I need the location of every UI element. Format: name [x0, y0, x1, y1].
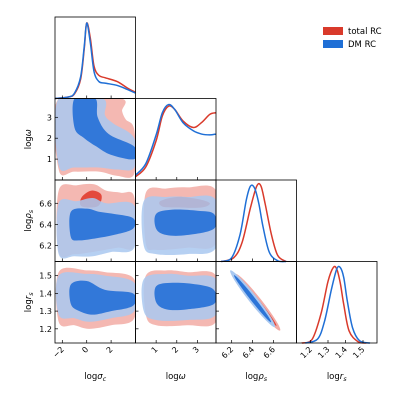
marginal-line-dm-rc-rs — [305, 265, 371, 344]
tick-label-y-rho: 6.4 — [39, 220, 52, 229]
region-dm-rc-inner-rs-vs-omega — [154, 282, 216, 311]
axis-label-x-rho: logρs — [245, 372, 267, 383]
tick-label-x-rs: 1.2 — [299, 345, 314, 360]
region-dm-rc-inner-rho-vs-omega — [154, 209, 216, 236]
tick-label-y-omega: 2 — [47, 134, 52, 143]
tick-label-y-rs: 1.3 — [39, 307, 52, 316]
tick-label-x-rho: 6.2 — [220, 345, 235, 360]
panel-rs-vs-sigma — [55, 267, 136, 329]
tick-label-y-omega: 1 — [47, 155, 52, 164]
region-dm-rc-inner-rs-vs-rho — [233, 275, 272, 323]
tick-label-y-rs: 1.5 — [39, 272, 52, 281]
marginal-line-dm-rc-rho — [220, 184, 287, 263]
legend-swatch-dm-rc — [323, 40, 343, 48]
marginal-line-dm-rc-omega — [134, 103, 217, 176]
legend: total RC DM RC — [323, 27, 382, 50]
tick-label-y-rho: 6.2 — [39, 242, 52, 251]
tick-label-x-sigma: 2 — [105, 345, 115, 355]
tick-label-y-rs: 1.4 — [39, 289, 52, 298]
region-dm-rc-inner-omega-vs-sigma — [72, 98, 136, 160]
axis-label-x-sigma: logσc — [84, 372, 106, 383]
marginal-rs — [301, 265, 371, 344]
panel-rs-vs-omega — [141, 270, 216, 327]
tick-label-x-omega: 2 — [170, 345, 180, 355]
marginal-rho — [220, 182, 287, 263]
tick-label-x-rho: 6.6 — [262, 345, 277, 360]
tick-label-x-rs: 1.3 — [316, 345, 331, 360]
axis-label-y-rs: logrs — [24, 292, 35, 312]
tick-label-x-rs: 1.4 — [334, 345, 349, 360]
panel-rho-vs-sigma — [56, 183, 136, 259]
axes-layer: 123logω6.26.46.6logρs1.21.31.41.5logrs−2… — [24, 16, 378, 383]
panel-omega-vs-sigma — [55, 98, 136, 178]
region-dm-rc-inner-rs-vs-sigma — [69, 280, 136, 315]
tick-label-x-rs: 1.5 — [351, 345, 366, 360]
axis-label-y-rho: logρs — [24, 209, 35, 231]
region-dm-rc-inner-rho-vs-sigma — [69, 208, 136, 241]
panel-frame-3-3 — [296, 261, 378, 344]
axis-label-y-omega: logω — [24, 129, 34, 149]
marginal-omega — [134, 103, 217, 178]
marginal-line-dm-rc-sigma — [54, 22, 136, 100]
tick-label-x-sigma: 0 — [80, 345, 90, 355]
panels-layer — [54, 22, 371, 344]
panel-rho-vs-omega — [141, 185, 216, 256]
legend-label-total-rc: total RC — [348, 27, 382, 37]
tick-label-y-rho: 6.6 — [39, 199, 52, 208]
tick-label-x-omega: 3 — [191, 345, 201, 355]
tick-label-x-sigma: −2 — [51, 345, 66, 360]
axis-label-x-omega: logω — [166, 372, 186, 382]
legend-label-dm-rc: DM RC — [348, 40, 376, 50]
legend-swatch-total-rc — [323, 27, 343, 35]
tick-label-y-omega: 3 — [47, 113, 52, 122]
tick-label-x-omega: 1 — [150, 345, 160, 355]
marginal-sigma — [54, 22, 136, 100]
tick-label-y-rs: 1.2 — [39, 325, 52, 334]
panel-rs-vs-rho — [230, 270, 281, 331]
axis-label-x-rs: logrs — [327, 372, 347, 383]
marginal-line-total-rc-rho — [221, 182, 287, 263]
marginal-line-total-rc-omega — [134, 105, 217, 178]
tick-label-x-rho: 6.4 — [241, 345, 256, 360]
